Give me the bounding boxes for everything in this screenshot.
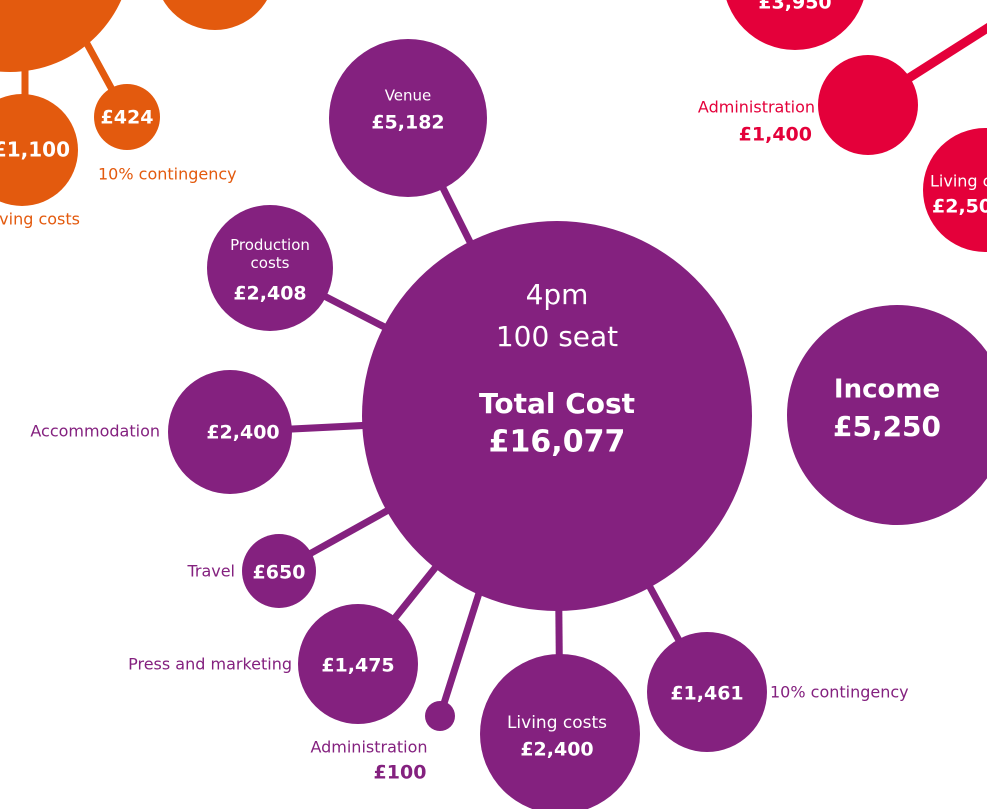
label: Administration [698, 98, 815, 117]
center-line: 4pm [526, 278, 589, 311]
bubble [298, 604, 418, 724]
value: £1,100 [0, 138, 70, 162]
income-bubble [787, 305, 987, 525]
bubble [0, 0, 122, 72]
bubble [647, 632, 767, 752]
bubble [207, 205, 333, 331]
income-label: Income [834, 375, 940, 405]
value: £2,408 [233, 283, 306, 305]
value: £100 [374, 762, 427, 784]
center-line: 100 seat [496, 320, 618, 353]
value: £2,400 [206, 422, 279, 444]
bubble [923, 128, 987, 252]
label: Accommodation [30, 422, 160, 441]
value: £650 [253, 562, 306, 584]
bubble [0, 94, 78, 206]
bubble [818, 55, 918, 155]
orange-cluster: £424 10% contingency £1,100 Living costs [0, 0, 267, 229]
label: Venue [385, 87, 432, 105]
value: £1,475 [321, 655, 394, 677]
value: £3,950 [758, 0, 831, 14]
center-bubble [362, 221, 752, 611]
bubble [480, 654, 640, 809]
purple-texts: 4pm 100 seat Total Cost £16,077 Income £… [30, 87, 941, 784]
income-value: £5,250 [833, 410, 941, 443]
center-value: £16,077 [489, 425, 626, 460]
bubble [242, 534, 316, 608]
value: £5,182 [371, 112, 444, 134]
label: Living costs [930, 172, 987, 191]
label: Administration [310, 738, 427, 757]
bubble [726, 0, 864, 50]
bubble [425, 701, 455, 731]
bubble [94, 84, 160, 150]
label: Living costs [0, 210, 80, 229]
purple-bubbles [168, 39, 987, 809]
label: Living costs [507, 713, 607, 733]
value: £1,461 [670, 683, 743, 705]
connector [81, 38, 119, 97]
label: Press and marketing [128, 655, 292, 674]
red-cluster: £3,950 Administration £1,400 Living cost… [698, 0, 987, 252]
connector [436, 588, 484, 718]
bubble [329, 39, 487, 197]
label: 10% contingency [98, 165, 237, 184]
label: Production costs [230, 236, 310, 272]
value: £1,400 [739, 124, 812, 146]
label: Travel [186, 562, 235, 581]
center-title: Total Cost [479, 387, 635, 420]
value: £2,500 [932, 196, 987, 218]
label: 10% contingency [770, 683, 909, 702]
bubble [163, 0, 267, 30]
value: £2,400 [520, 739, 593, 761]
value: £424 [101, 107, 154, 129]
bubble [168, 370, 292, 494]
